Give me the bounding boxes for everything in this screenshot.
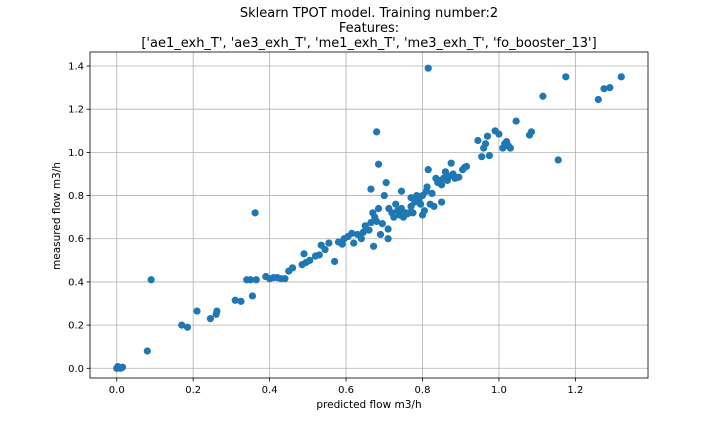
x-tick-label: 0.0 <box>109 385 125 396</box>
data-point <box>606 84 614 92</box>
data-point <box>424 166 432 174</box>
x-tick-label: 0.4 <box>262 385 278 396</box>
y-tick-label: 0.2 <box>68 321 84 332</box>
data-point <box>478 153 486 161</box>
data-point <box>143 347 151 355</box>
data-points <box>113 64 625 372</box>
data-point <box>420 207 429 215</box>
data-point <box>300 250 308 258</box>
data-point <box>397 187 406 195</box>
x-axis-ticks: 0.0 0.2 0.4 0.6 0.8 1.0 1.2 <box>109 378 583 396</box>
data-point <box>365 226 373 234</box>
y-axis-label: measured flow m3/h <box>51 162 63 270</box>
data-point <box>424 64 432 72</box>
data-point <box>373 217 381 226</box>
data-point <box>474 136 482 145</box>
data-point <box>382 179 390 187</box>
data-point <box>539 92 547 100</box>
data-point <box>183 323 192 331</box>
data-point <box>390 213 398 221</box>
chart-title-line-3: ['ae1_exh_T', 'ae3_exh_T', 'me1_exh_T', … <box>141 36 596 51</box>
data-point <box>367 218 375 227</box>
data-point <box>357 235 365 243</box>
data-point <box>392 200 400 208</box>
x-axis-label: predicted flow m3/h <box>316 399 421 411</box>
data-point <box>306 256 314 264</box>
data-point <box>378 220 386 228</box>
y-tick-label: 1.4 <box>68 62 84 73</box>
data-point <box>376 230 385 239</box>
data-point <box>428 189 436 198</box>
data-point <box>384 235 392 243</box>
x-tick-label: 0.8 <box>415 385 431 396</box>
data-point <box>359 228 367 236</box>
data-point <box>374 204 383 213</box>
data-point <box>373 128 381 136</box>
data-point <box>562 73 570 81</box>
data-point <box>409 209 417 217</box>
data-point <box>178 321 186 329</box>
data-point <box>462 162 471 171</box>
data-point <box>147 276 155 284</box>
data-point <box>512 117 520 125</box>
data-point <box>237 297 245 305</box>
y-tick-label: 0.8 <box>68 191 84 202</box>
data-point <box>251 209 259 217</box>
data-point <box>281 275 289 283</box>
data-point <box>438 181 446 189</box>
data-point <box>380 191 388 200</box>
data-point <box>213 307 221 315</box>
chart-title-line-2: Features: <box>339 21 399 36</box>
data-point <box>117 364 125 372</box>
data-point <box>348 229 356 237</box>
data-point <box>527 128 536 136</box>
data-point <box>455 173 463 181</box>
x-tick-label: 0.2 <box>185 385 201 396</box>
data-point <box>206 315 214 323</box>
data-point <box>350 239 358 247</box>
data-point <box>193 307 201 315</box>
data-point <box>331 257 339 266</box>
data-point <box>367 185 375 193</box>
data-point <box>495 130 503 138</box>
data-point <box>315 251 323 259</box>
y-tick-label: 0.6 <box>68 234 84 245</box>
y-tick-label: 1.2 <box>68 105 84 116</box>
x-tick-label: 0.6 <box>338 385 354 396</box>
chart-title: Sklearn TPOT model. Training number:2 Fe… <box>141 6 596 51</box>
data-point <box>506 144 515 152</box>
data-point <box>430 202 438 210</box>
y-tick-label: 0.4 <box>68 277 84 288</box>
x-tick-label: 1.0 <box>491 385 507 396</box>
data-point <box>248 292 257 300</box>
data-point <box>369 242 378 250</box>
data-point <box>483 132 492 140</box>
data-point <box>485 152 493 160</box>
data-point <box>325 239 333 247</box>
data-point <box>481 140 490 148</box>
data-point <box>447 159 455 167</box>
data-point <box>321 245 329 254</box>
data-point <box>423 183 431 191</box>
data-point <box>600 85 608 93</box>
data-point <box>617 73 625 81</box>
data-point <box>438 198 446 206</box>
data-point <box>554 156 562 164</box>
y-tick-label: 0.0 <box>68 364 84 375</box>
data-point <box>288 264 297 272</box>
data-point <box>246 276 255 284</box>
x-tick-label: 1.2 <box>567 385 583 396</box>
data-point <box>252 276 260 284</box>
data-point <box>231 296 239 304</box>
data-point <box>416 200 425 208</box>
data-point <box>374 160 383 168</box>
plot-area-frame <box>89 51 649 379</box>
data-point <box>594 95 602 104</box>
data-point <box>384 225 392 233</box>
grid-lines <box>90 52 648 378</box>
y-tick-label: 1.0 <box>68 148 84 159</box>
chart-title-line-1: Sklearn TPOT model. Training number:2 <box>240 6 498 21</box>
y-axis-ticks: 0.0 0.2 0.4 0.6 0.8 1.0 1.2 1.4 <box>68 62 90 375</box>
